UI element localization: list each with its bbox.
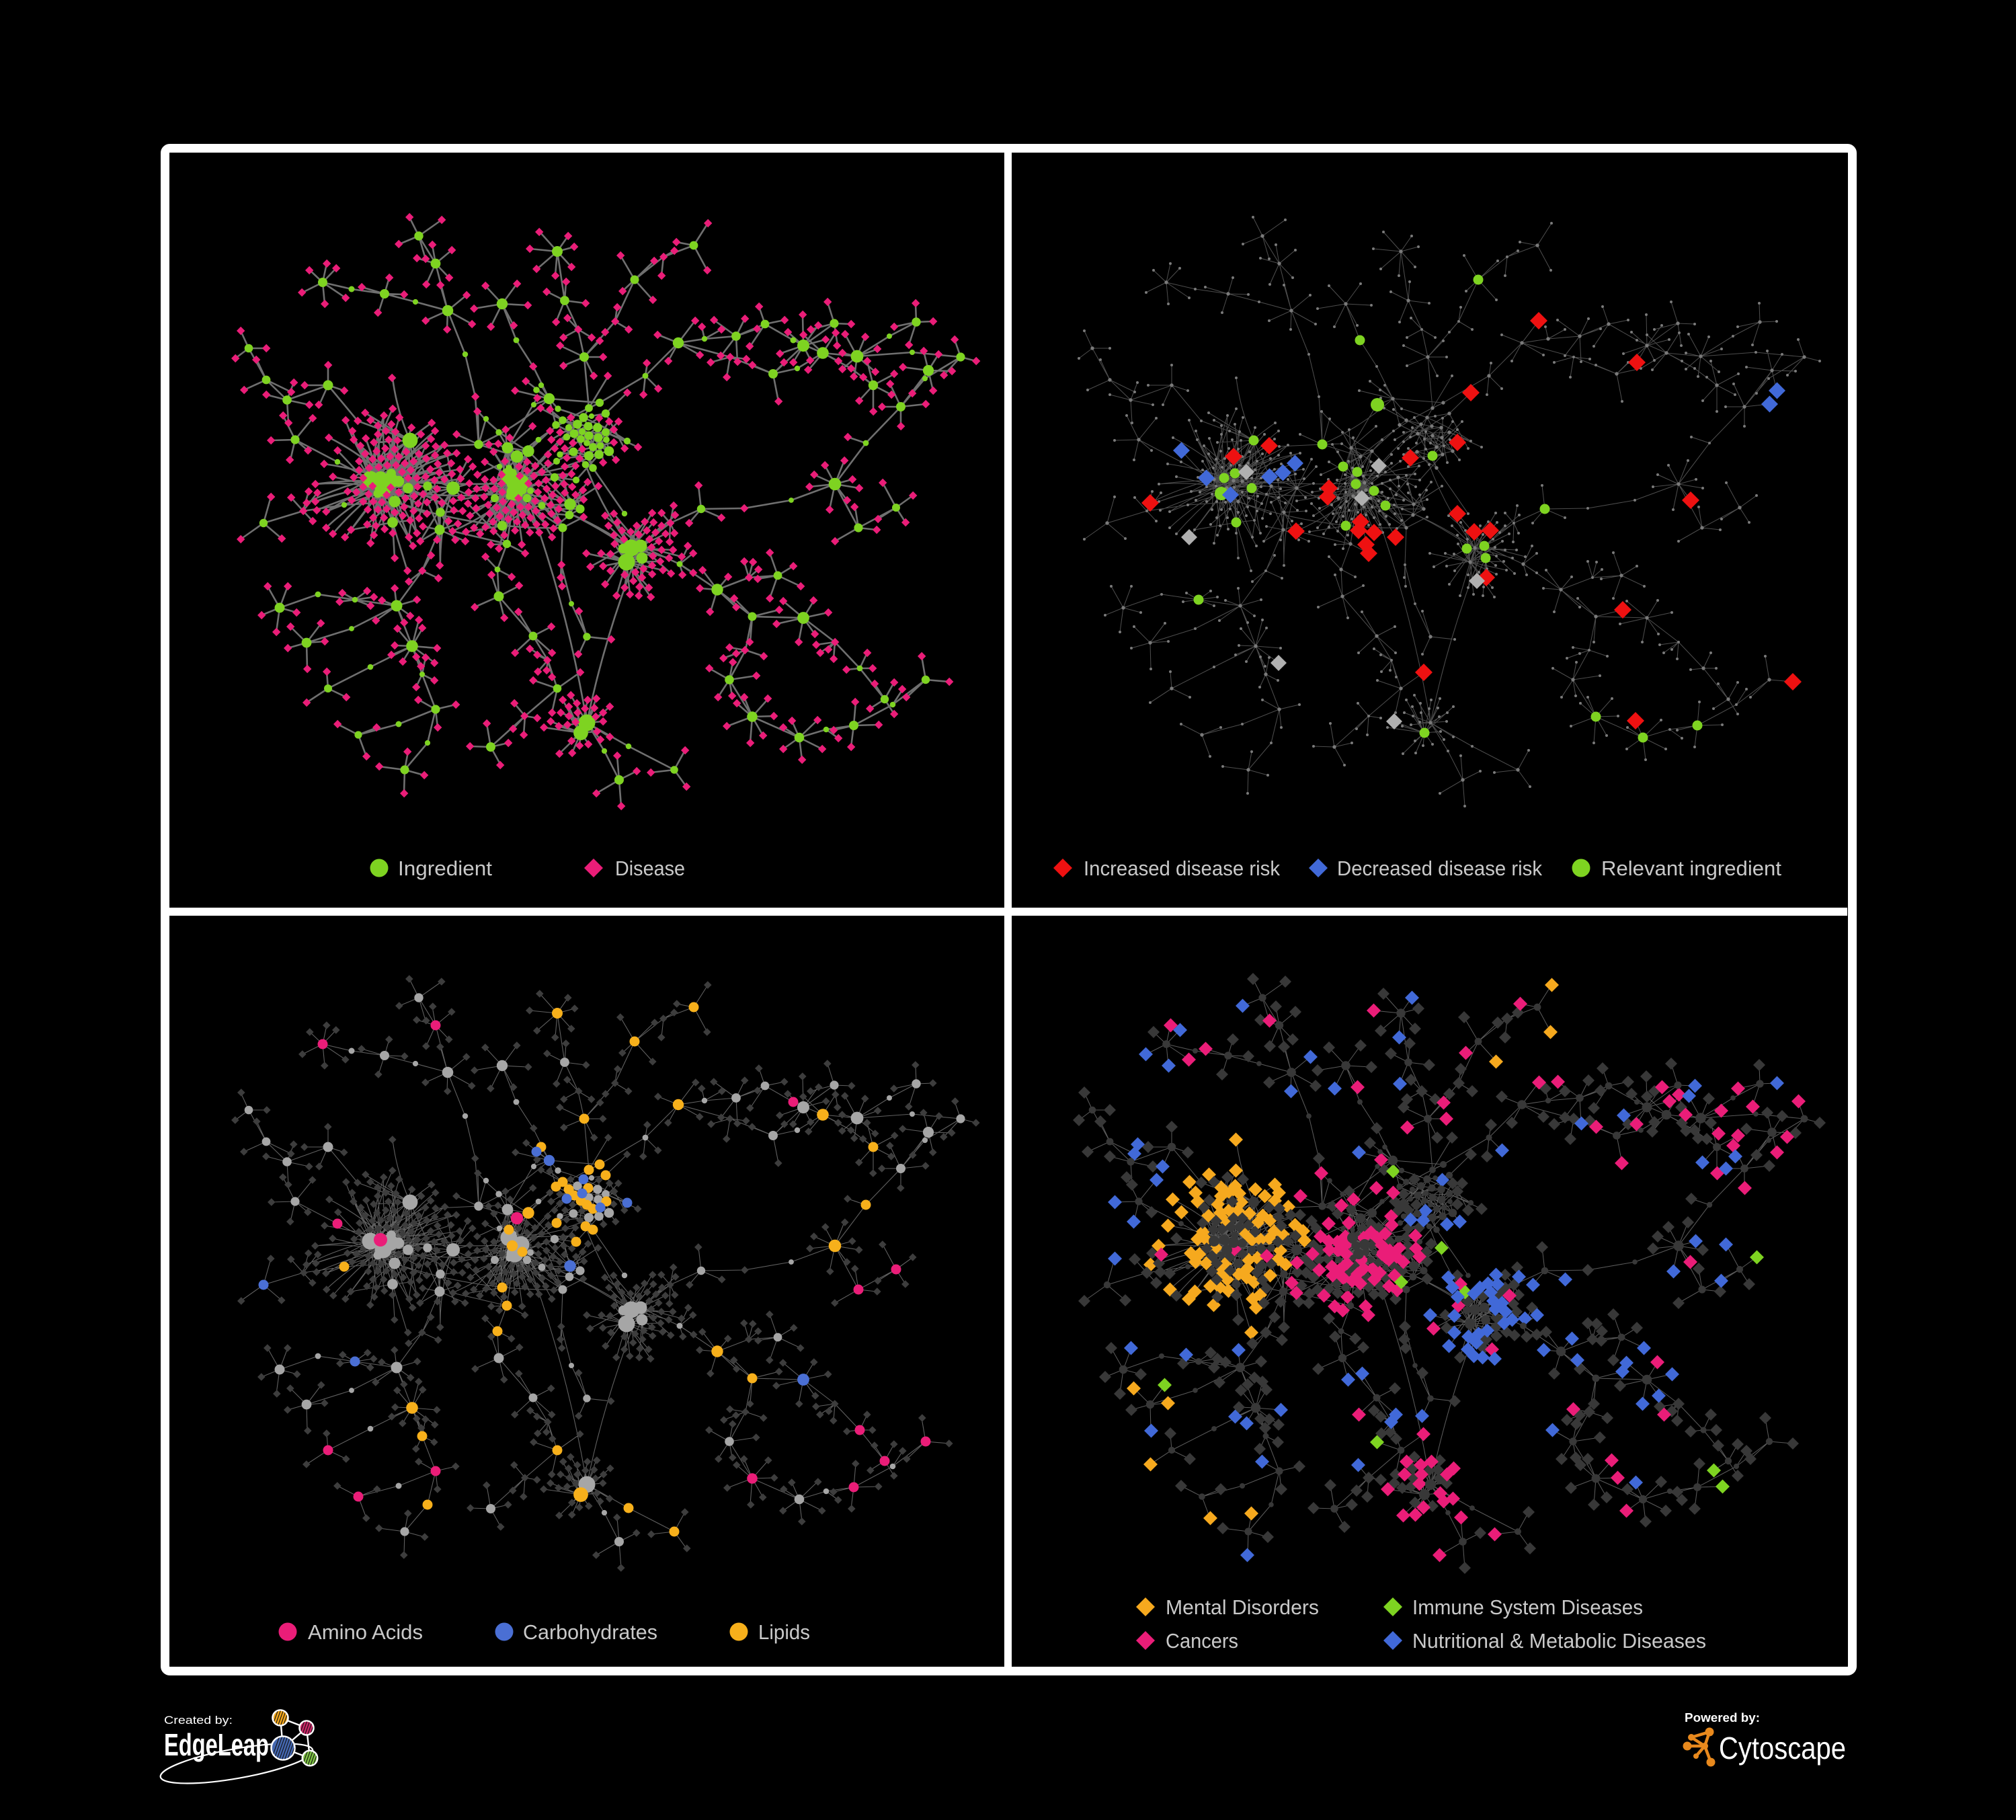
svg-text:EdgeLeap: EdgeLeap	[164, 1727, 269, 1762]
svg-text:Increased disease risk: Increased disease risk	[1084, 857, 1280, 880]
svg-text:Lipids: Lipids	[758, 1620, 810, 1644]
svg-text:Created by:: Created by:	[164, 1714, 233, 1727]
svg-text:Ingredient: Ingredient	[398, 857, 492, 880]
svg-text:Amino Acids: Amino Acids	[308, 1620, 423, 1644]
svg-text:Mental Disorders: Mental Disorders	[1166, 1595, 1319, 1619]
svg-text:Disease: Disease	[615, 857, 685, 880]
svg-text:Cancers: Cancers	[1166, 1629, 1238, 1653]
svg-text:Nutritional & Metabolic Diseas: Nutritional & Metabolic Diseases	[1412, 1629, 1706, 1653]
svg-text:Immune System Diseases: Immune System Diseases	[1412, 1595, 1643, 1619]
svg-text:Powered by:: Powered by:	[1685, 1711, 1760, 1725]
svg-text:Cytoscape: Cytoscape	[1719, 1731, 1846, 1766]
svg-text:Carbohydrates: Carbohydrates	[523, 1620, 657, 1644]
svg-text:Decreased disease risk: Decreased disease risk	[1337, 857, 1542, 880]
svg-text:Relevant ingredient: Relevant ingredient	[1601, 857, 1781, 880]
